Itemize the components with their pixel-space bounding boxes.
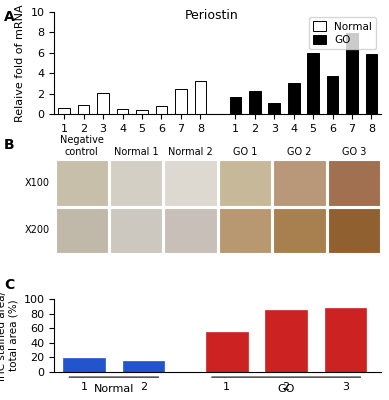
Bar — [206, 332, 247, 372]
FancyBboxPatch shape — [56, 208, 108, 253]
Bar — [346, 34, 358, 114]
FancyBboxPatch shape — [165, 208, 217, 253]
Text: GO 2: GO 2 — [287, 147, 312, 157]
Y-axis label: IHC stained area/
total area (%): IHC stained area/ total area (%) — [0, 290, 18, 380]
Bar — [156, 106, 167, 114]
Bar — [268, 103, 280, 114]
Bar — [327, 76, 338, 114]
Bar — [230, 97, 241, 114]
Text: GO 1: GO 1 — [233, 147, 257, 157]
Text: GO 3: GO 3 — [342, 147, 366, 157]
Bar — [123, 361, 165, 372]
FancyBboxPatch shape — [219, 208, 271, 253]
Bar — [58, 108, 70, 114]
Text: X200: X200 — [25, 225, 50, 235]
FancyBboxPatch shape — [110, 208, 162, 253]
Bar — [175, 89, 187, 114]
Text: Normal 2: Normal 2 — [168, 147, 213, 157]
Bar — [194, 81, 206, 114]
Bar — [97, 93, 109, 114]
Bar — [307, 53, 319, 114]
Text: Normal 1: Normal 1 — [114, 147, 158, 157]
FancyBboxPatch shape — [56, 160, 108, 206]
Y-axis label: Relaive fold of mRNA: Relaive fold of mRNA — [15, 4, 25, 122]
FancyBboxPatch shape — [219, 160, 271, 206]
Bar — [325, 308, 366, 372]
Legend: Normal, GO: Normal, GO — [309, 17, 376, 49]
FancyBboxPatch shape — [165, 160, 217, 206]
FancyBboxPatch shape — [273, 208, 326, 253]
Text: X100: X100 — [25, 178, 50, 188]
Bar — [63, 358, 105, 372]
Bar — [366, 54, 377, 114]
FancyBboxPatch shape — [328, 160, 380, 206]
Text: GO: GO — [277, 384, 295, 394]
Bar — [136, 110, 148, 114]
Text: B: B — [4, 138, 14, 152]
Text: Normal: Normal — [94, 384, 134, 394]
Text: A: A — [4, 10, 15, 24]
Bar — [249, 91, 261, 114]
Title: Periostin: Periostin — [184, 9, 238, 22]
Bar — [288, 83, 300, 114]
FancyBboxPatch shape — [110, 160, 162, 206]
FancyBboxPatch shape — [273, 160, 326, 206]
Text: C: C — [4, 278, 14, 292]
Bar — [78, 106, 89, 114]
Text: Negative
control: Negative control — [60, 135, 103, 157]
FancyBboxPatch shape — [328, 208, 380, 253]
Bar — [265, 310, 307, 372]
Bar — [117, 109, 128, 114]
